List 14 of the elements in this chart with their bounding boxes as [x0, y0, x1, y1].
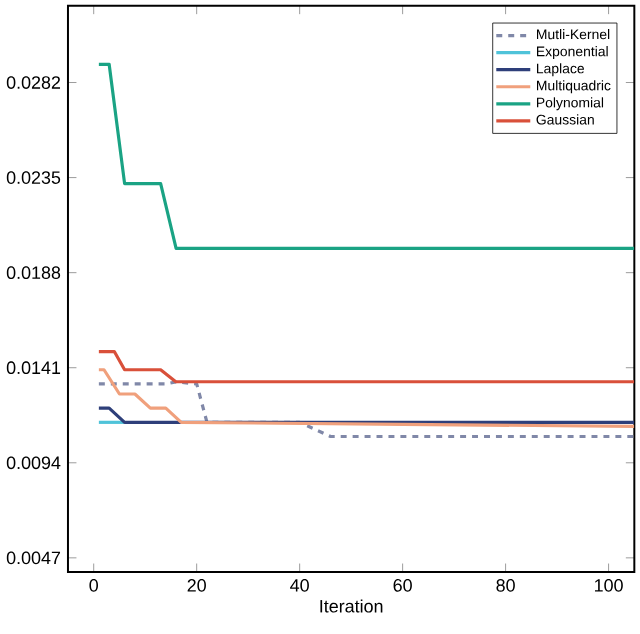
line-series — [97, 368, 635, 428]
y-tick-label: 0.0047 — [6, 551, 61, 565]
y-tick-label: 0.0141 — [6, 361, 61, 374]
x-tick-label: 0 — [89, 578, 98, 592]
x-tick-label: 60 — [393, 578, 412, 592]
x-tick-label: 40 — [290, 578, 309, 592]
y-tick-label: 0.0188 — [6, 266, 61, 279]
x-tick-label: 80 — [496, 578, 515, 592]
x-tick-label: 100 — [595, 578, 623, 592]
x-tick-label: 20 — [187, 578, 206, 592]
x-axis-title: Iteration — [320, 599, 383, 613]
y-tick-label: 0.0094 — [6, 456, 61, 469]
y-tick-label: 0.0282 — [6, 76, 61, 89]
y-tick-label: 0.0235 — [6, 171, 61, 184]
